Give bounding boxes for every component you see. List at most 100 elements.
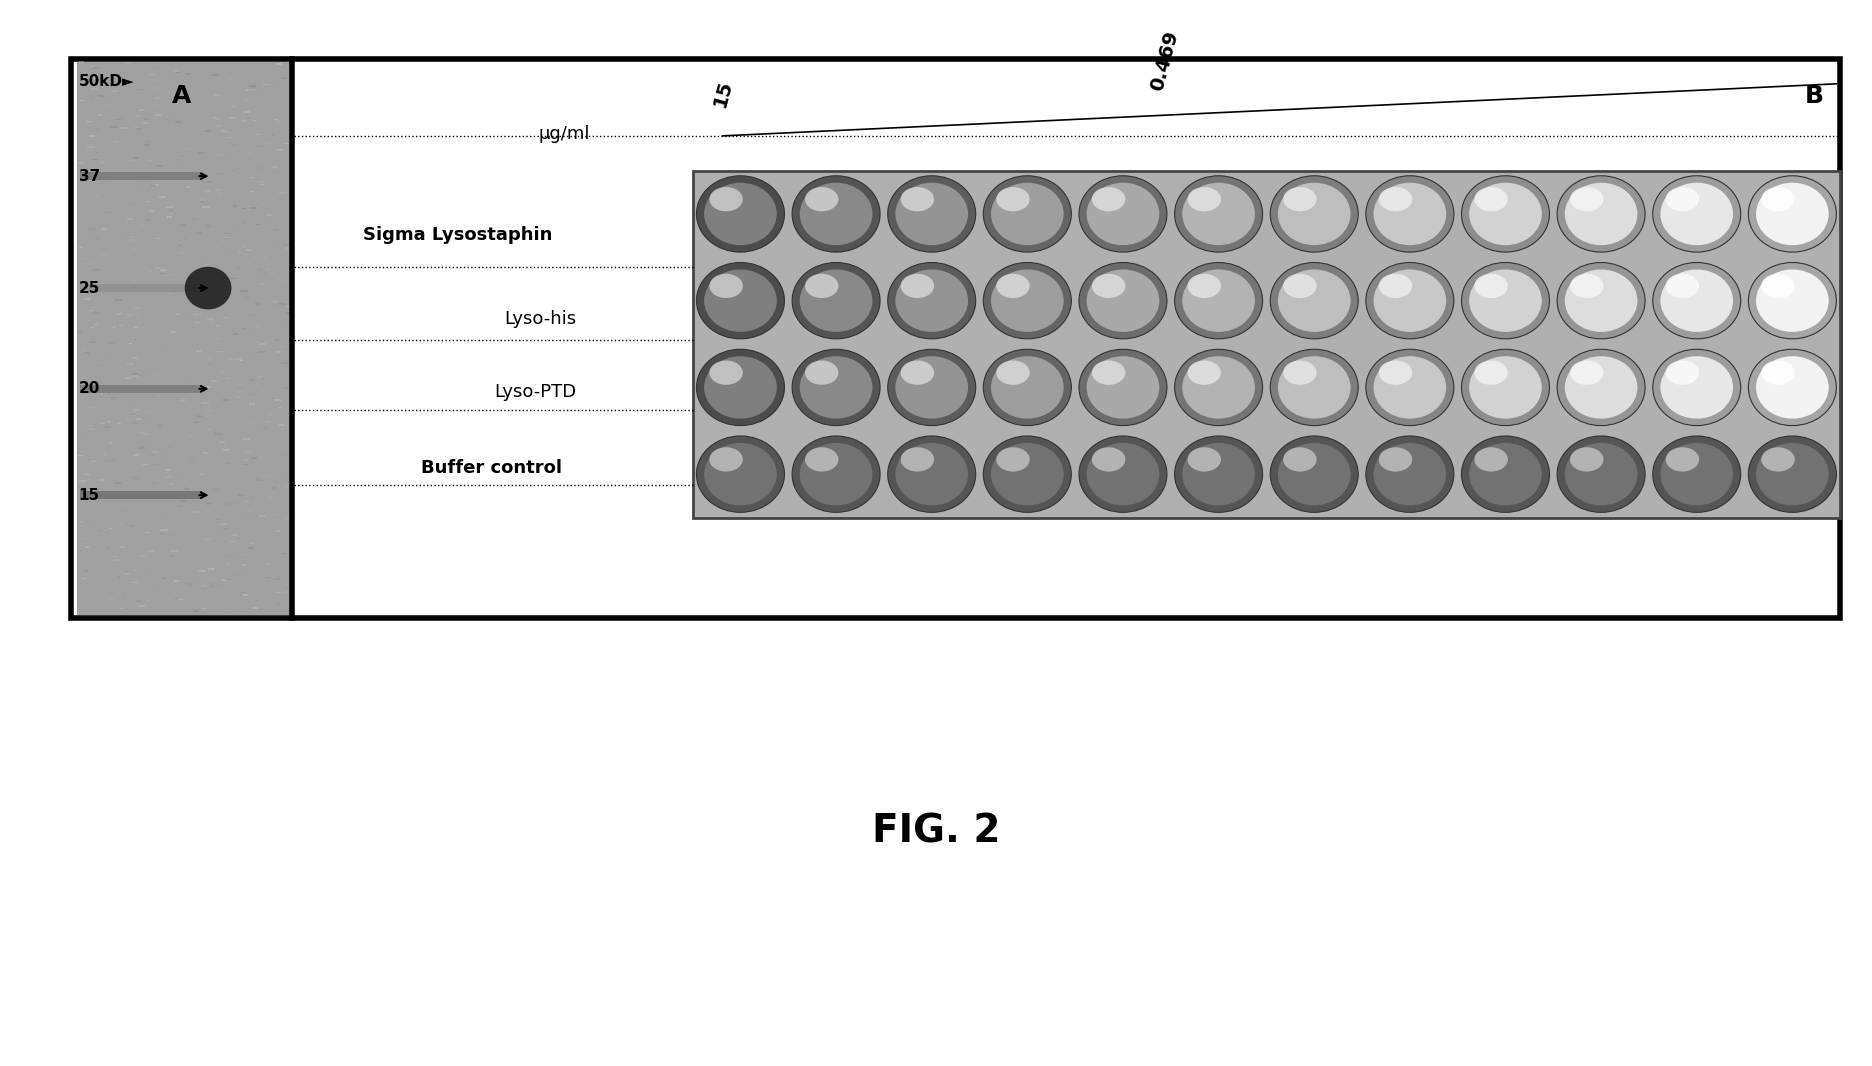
- Ellipse shape: [1762, 187, 1795, 211]
- Ellipse shape: [1565, 270, 1638, 332]
- Bar: [116, 169, 120, 171]
- Bar: [241, 564, 245, 566]
- Bar: [107, 516, 110, 517]
- Bar: [157, 393, 161, 394]
- Bar: [176, 120, 182, 123]
- Bar: [275, 236, 279, 237]
- Bar: [187, 583, 193, 585]
- Bar: [279, 424, 285, 426]
- Bar: [161, 533, 165, 534]
- Ellipse shape: [799, 356, 872, 419]
- Bar: [260, 284, 266, 285]
- Ellipse shape: [1571, 448, 1604, 471]
- Bar: [165, 261, 168, 262]
- Bar: [251, 191, 255, 192]
- Bar: [234, 166, 241, 168]
- Bar: [197, 470, 200, 471]
- Bar: [275, 530, 281, 532]
- Bar: [140, 418, 146, 420]
- Bar: [232, 534, 238, 536]
- Bar: [230, 278, 236, 279]
- Ellipse shape: [1653, 262, 1741, 339]
- Bar: [238, 574, 241, 575]
- Bar: [114, 422, 122, 424]
- Bar: [114, 298, 122, 301]
- Bar: [140, 324, 144, 325]
- Bar: [193, 445, 197, 446]
- Bar: [189, 585, 193, 586]
- Bar: [152, 68, 157, 69]
- Bar: [198, 262, 204, 264]
- Bar: [88, 228, 95, 230]
- Bar: [137, 374, 142, 375]
- Bar: [101, 120, 107, 123]
- Bar: [161, 529, 168, 531]
- Bar: [236, 358, 241, 360]
- Ellipse shape: [1174, 176, 1262, 252]
- Bar: [277, 206, 281, 207]
- Bar: [140, 177, 146, 179]
- Bar: [71, 59, 1840, 618]
- Text: Buffer control: Buffer control: [421, 459, 562, 478]
- Bar: [137, 418, 142, 420]
- Ellipse shape: [1748, 350, 1836, 425]
- Bar: [122, 596, 127, 598]
- Ellipse shape: [1571, 274, 1604, 298]
- Bar: [97, 479, 103, 481]
- Ellipse shape: [1187, 448, 1221, 471]
- Bar: [131, 404, 137, 405]
- Bar: [286, 410, 290, 411]
- Ellipse shape: [1666, 448, 1700, 471]
- Ellipse shape: [1367, 176, 1455, 252]
- Bar: [144, 411, 150, 413]
- Ellipse shape: [805, 448, 839, 471]
- Bar: [144, 200, 150, 203]
- Bar: [127, 364, 135, 366]
- Bar: [131, 477, 139, 479]
- Bar: [94, 491, 99, 494]
- Bar: [230, 540, 236, 543]
- Bar: [208, 387, 213, 389]
- Ellipse shape: [1653, 436, 1741, 513]
- Bar: [245, 334, 253, 336]
- Bar: [86, 120, 90, 122]
- Ellipse shape: [983, 262, 1071, 339]
- Bar: [245, 515, 251, 516]
- Bar: [88, 459, 94, 461]
- Bar: [168, 293, 172, 294]
- Bar: [159, 196, 167, 198]
- Ellipse shape: [1558, 350, 1645, 425]
- Ellipse shape: [1183, 443, 1254, 505]
- Ellipse shape: [1367, 350, 1455, 425]
- Ellipse shape: [1756, 443, 1829, 505]
- Text: 20: 20: [79, 382, 99, 397]
- Bar: [189, 457, 195, 458]
- Ellipse shape: [1279, 356, 1350, 419]
- Bar: [258, 167, 266, 169]
- Bar: [247, 88, 255, 91]
- Bar: [90, 461, 95, 462]
- Bar: [82, 81, 88, 82]
- Ellipse shape: [1078, 176, 1166, 252]
- Bar: [266, 263, 270, 264]
- Bar: [105, 136, 112, 139]
- Bar: [281, 552, 286, 554]
- Bar: [88, 406, 95, 408]
- Bar: [114, 108, 118, 109]
- Bar: [161, 273, 167, 274]
- Ellipse shape: [1462, 350, 1550, 425]
- Bar: [243, 595, 249, 596]
- Bar: [249, 379, 255, 381]
- Bar: [283, 244, 288, 245]
- Bar: [249, 85, 256, 86]
- Ellipse shape: [983, 176, 1071, 252]
- Bar: [144, 219, 152, 221]
- Ellipse shape: [1091, 274, 1125, 298]
- Ellipse shape: [996, 274, 1030, 298]
- Bar: [133, 582, 139, 583]
- Bar: [133, 127, 139, 129]
- Bar: [240, 280, 245, 282]
- Bar: [206, 130, 212, 132]
- Bar: [86, 522, 90, 523]
- Bar: [234, 501, 240, 503]
